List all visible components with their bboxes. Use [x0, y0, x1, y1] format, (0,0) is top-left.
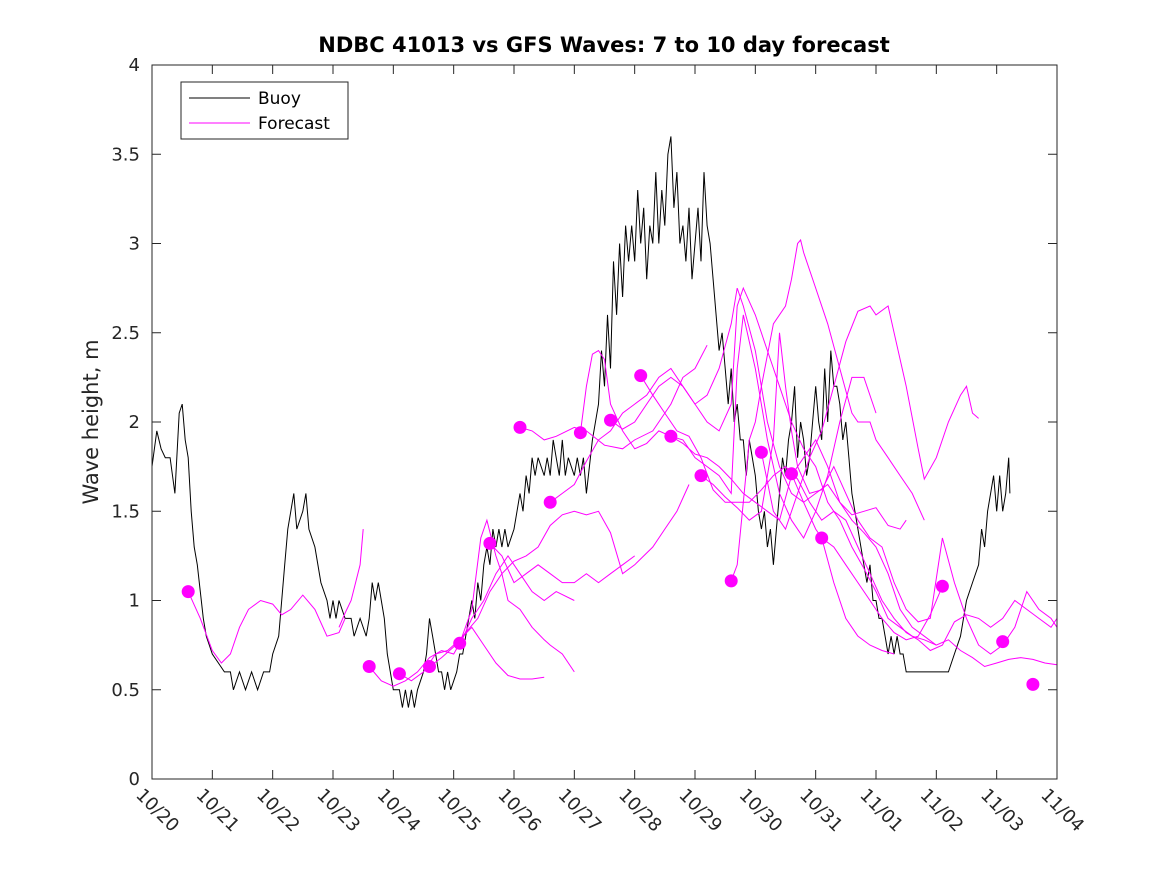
forecast-start-marker-3 [392, 667, 406, 681]
forecast-run-line-3 [368, 518, 575, 687]
x-tick-label: 10/25 [433, 785, 485, 837]
marker-layer [181, 369, 1040, 691]
legend: Buoy Forecast [180, 81, 349, 140]
forecast-run-line-4 [399, 626, 545, 682]
forecast-run-line-13 [670, 314, 877, 540]
forecast-run-line-2 [338, 529, 364, 628]
forecast-run-line-18 [821, 537, 943, 641]
y-tick-label: 2.5 [111, 323, 140, 344]
forecast-run-line-8 [519, 344, 708, 450]
y-tick-label: 1.5 [111, 501, 140, 522]
x-tick-label: 11/03 [976, 785, 1028, 837]
forecast-start-marker-20 [1026, 677, 1040, 691]
forecast-start-marker-9 [573, 426, 587, 440]
x-tick-label: 11/01 [855, 785, 907, 837]
forecast-start-marker-15 [754, 445, 768, 459]
forecast-run-line-5 [429, 484, 690, 667]
forecast-start-marker-11 [634, 369, 648, 383]
forecast-start-marker-7 [513, 420, 527, 434]
y-axis-label: Wave height, m [79, 339, 103, 504]
forecast-start-marker-2 [362, 660, 376, 673]
x-tick-label: 10/27 [554, 785, 606, 837]
forecast-start-marker-4 [423, 660, 436, 673]
forecast-start-marker-19 [996, 635, 1010, 649]
y-tick-label: 1 [129, 591, 140, 612]
forecast-run-line-14 [700, 332, 1058, 655]
y-tick-label: 3 [129, 234, 140, 255]
x-tick-label: 10/28 [614, 785, 666, 837]
forecast-run-line-9 [549, 287, 907, 530]
forecast-start-marker-13 [694, 469, 708, 483]
forecast-run-line-16 [760, 305, 979, 531]
x-tick-label: 11/04 [1036, 785, 1088, 837]
forecast-start-marker-8 [543, 495, 557, 509]
forecast-start-marker-18 [935, 579, 949, 593]
y-tick-label: 3.5 [111, 144, 140, 165]
x-tick-label: 10/23 [312, 785, 364, 837]
x-tick-label: 10/29 [674, 785, 726, 837]
forecast-run-line-1 [187, 591, 346, 664]
x-tick-label: 10/24 [373, 785, 425, 837]
forecast-start-marker-1 [181, 585, 195, 599]
forecast-run-line-6 [459, 555, 575, 646]
y-tick-label: 0 [129, 769, 140, 790]
forecast-run-line-11 [610, 286, 1058, 668]
legend-box [180, 81, 349, 140]
y-tick-label: 2 [129, 412, 140, 433]
forecast-start-marker-14 [724, 574, 738, 588]
forecast-start-marker-17 [815, 531, 829, 545]
forecast-run-line-17 [791, 473, 895, 655]
chart-title: NDBC 41013 vs GFS Waves: 7 to 10 day for… [318, 33, 889, 57]
x-tick-label: 10/31 [795, 785, 847, 837]
x-tick-label: 10/26 [493, 785, 545, 837]
x-tick-label: 10/30 [735, 785, 787, 837]
forecast-run-line-15 [730, 238, 925, 582]
series-buoy-line [151, 136, 1011, 708]
legend-label-buoy: Buoy [258, 89, 301, 109]
forecast-start-marker-16 [785, 467, 798, 481]
forecast-start-marker-12 [664, 429, 678, 443]
forecast-run-line-7 [489, 543, 635, 584]
forecast-run-line-12 [640, 375, 1058, 652]
legend-label-forecast: Forecast [258, 114, 330, 134]
forecast-start-marker-5 [453, 636, 467, 650]
x-tick-label: 11/02 [916, 785, 968, 837]
y-tick-label: 0.5 [111, 680, 140, 701]
forecast-start-marker-6 [483, 536, 497, 550]
x-tick-label: 10/20 [131, 785, 183, 837]
forecast-start-marker-10 [604, 413, 617, 427]
x-tick-label: 10/21 [192, 785, 244, 837]
series-layer [151, 136, 1058, 708]
forecast-run-line-10 [579, 349, 937, 646]
y-tick-label: 4 [129, 55, 140, 76]
x-tick-label: 10/22 [252, 785, 304, 837]
